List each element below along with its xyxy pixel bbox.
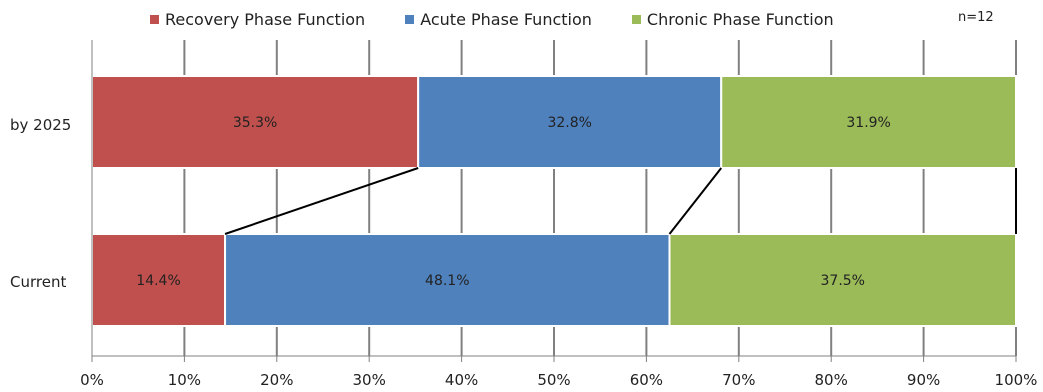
series-connector-line [668,167,723,235]
legend-item-acute: Acute Phase Function [405,10,592,29]
connector-lines [224,167,1017,235]
x-axis [91,40,1017,362]
bar-segment [668,233,1017,327]
legend-swatch-chronic [631,15,641,24]
legend-label-recovery: Recovery Phase Function [165,10,366,29]
bar-value-label: 48.1% [425,273,469,289]
bar-value-label: 35.3% [233,115,277,131]
series-connector-line [224,167,419,235]
legend-swatch-acute [405,15,415,24]
bar-segment [224,233,671,327]
x-tick-label: 50% [537,371,571,389]
category-label-current: Current [10,273,67,291]
x-tick-label: 90% [906,371,941,389]
x-tick-label: 40% [444,371,479,389]
bar-value-label: 32.8% [547,115,591,131]
x-tick-label: 10% [167,371,202,389]
bar-value-label: 31.9% [846,115,890,131]
x-tick-label: 20% [260,371,294,389]
sample-size-note: n=12 [958,10,994,25]
x-tick-label: 100% [994,371,1038,389]
x-tick-label: 70% [722,371,756,389]
x-tick-label: 80% [814,371,848,389]
legend-item-recovery: Recovery Phase Function [150,10,365,29]
bars: 35.3% 32.8% 31.9% 14.4% 48.1% 37.5% [91,75,1018,327]
category-label-2025: by 2025 [10,116,72,134]
bar-segment [91,233,227,327]
legend-swatch-recovery [150,15,159,24]
legend-label-acute: Acute Phase Function [420,10,592,29]
x-tick-label: 0% [80,371,104,389]
bar-value-label: 37.5% [821,273,865,289]
x-tick-label: 30% [352,371,386,389]
x-tick-label: 60% [629,371,664,389]
bar-value-label: 14.4% [136,273,180,289]
bar-segment [720,75,1018,169]
legend-label-chronic: Chronic Phase Function [646,10,834,29]
legend-item-chronic: Chronic Phase Function [631,10,834,29]
legend: Recovery Phase Function Acute Phase Func… [150,10,834,29]
